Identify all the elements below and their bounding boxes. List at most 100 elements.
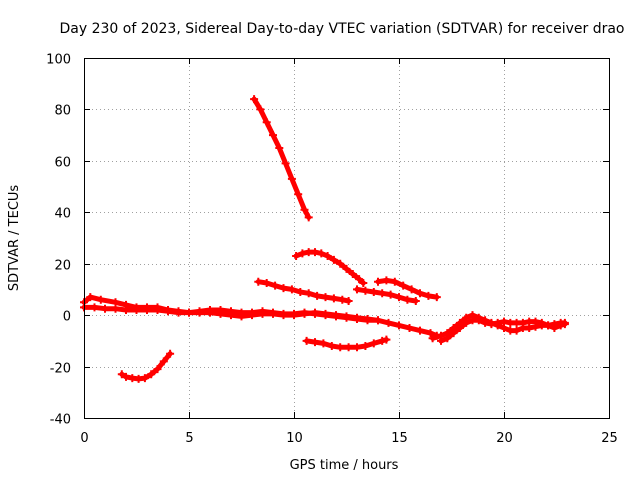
data-point — [319, 339, 328, 348]
y-tick-label: 60 — [54, 156, 71, 171]
series-trail — [251, 96, 312, 220]
x-tick-label: 15 — [391, 431, 408, 446]
data-point — [321, 293, 330, 302]
data-point — [300, 308, 309, 317]
data-point — [487, 320, 496, 329]
data-point — [248, 308, 256, 317]
data-point — [311, 248, 319, 257]
data-point — [550, 324, 559, 332]
data-point — [329, 255, 338, 264]
data-point — [206, 306, 214, 314]
data-point — [363, 316, 372, 325]
data-point — [342, 264, 351, 273]
data-point — [462, 318, 471, 327]
data-point — [254, 277, 263, 286]
data-point — [269, 131, 277, 140]
data-point — [117, 370, 126, 379]
data-point — [195, 307, 204, 316]
data-point — [556, 321, 565, 330]
data-point — [382, 276, 391, 285]
data-point — [292, 252, 301, 260]
series-arc-g — [302, 335, 391, 352]
data-point — [279, 309, 288, 318]
data-point — [262, 279, 271, 287]
data-point — [90, 303, 99, 312]
series-arc-a — [117, 349, 175, 383]
y-tick-label: 100 — [46, 53, 71, 68]
data-point — [353, 285, 361, 294]
data-point — [132, 306, 141, 314]
y-tick-label: 20 — [54, 259, 71, 274]
data-point — [338, 295, 347, 304]
data-point — [332, 312, 340, 321]
data-point — [143, 306, 151, 314]
data-point — [304, 289, 313, 298]
data-point — [281, 159, 290, 168]
x-axis-label: GPS time / hours — [290, 458, 399, 473]
data-point — [361, 286, 370, 295]
data-point — [166, 349, 175, 358]
series-arc-d — [254, 277, 353, 305]
data-point — [449, 329, 458, 338]
data-point — [518, 318, 527, 327]
data-point — [493, 318, 502, 327]
data-point — [296, 288, 305, 296]
y-tick-label: 0 — [63, 310, 71, 325]
data-point — [294, 190, 303, 199]
data-point — [416, 326, 424, 335]
x-tick-label: 5 — [185, 431, 193, 446]
data-point — [386, 290, 395, 299]
data-point — [342, 313, 351, 322]
series-arc-f — [374, 276, 441, 302]
data-point — [269, 308, 277, 317]
data-point — [317, 249, 326, 258]
x-tick-label: 0 — [80, 431, 88, 446]
data-point — [329, 294, 338, 303]
data-point — [153, 306, 162, 314]
data-point — [359, 279, 368, 287]
data-point — [147, 370, 156, 379]
data-point — [174, 308, 183, 317]
data-point — [262, 118, 271, 127]
data-point — [355, 275, 364, 284]
data-point — [537, 318, 546, 327]
data-point — [384, 318, 393, 327]
x-tick-label: 20 — [496, 431, 513, 446]
data-point — [481, 318, 490, 327]
data-point — [122, 372, 130, 381]
data-point — [374, 277, 382, 286]
data-point — [344, 297, 353, 305]
data-point — [336, 259, 345, 268]
data-point — [302, 336, 311, 345]
data-point — [424, 291, 433, 300]
y-tick-label: 80 — [54, 104, 71, 119]
data-point — [411, 297, 420, 305]
data-point — [153, 365, 162, 374]
data-point — [426, 329, 435, 338]
data-point — [403, 295, 412, 304]
data-point — [323, 252, 332, 260]
data-point — [159, 357, 168, 366]
y-tick-label: 40 — [54, 207, 71, 222]
data-point — [256, 105, 265, 114]
data-point — [111, 304, 120, 313]
data-point — [353, 343, 361, 352]
data-point — [327, 342, 336, 350]
data-point — [374, 316, 382, 325]
data-point — [300, 205, 309, 214]
data-point — [416, 289, 424, 298]
data-point — [361, 342, 370, 350]
data-point — [287, 174, 296, 183]
series-arc-i — [437, 316, 569, 345]
data-point — [96, 295, 105, 304]
series-arc-long-2 — [80, 303, 382, 325]
y-tick-label: -40 — [50, 413, 71, 428]
data-point — [500, 317, 508, 326]
data-point — [395, 321, 403, 330]
data-point — [185, 308, 193, 317]
data-point — [227, 307, 235, 316]
data-point — [250, 95, 259, 104]
data-point — [531, 317, 540, 326]
